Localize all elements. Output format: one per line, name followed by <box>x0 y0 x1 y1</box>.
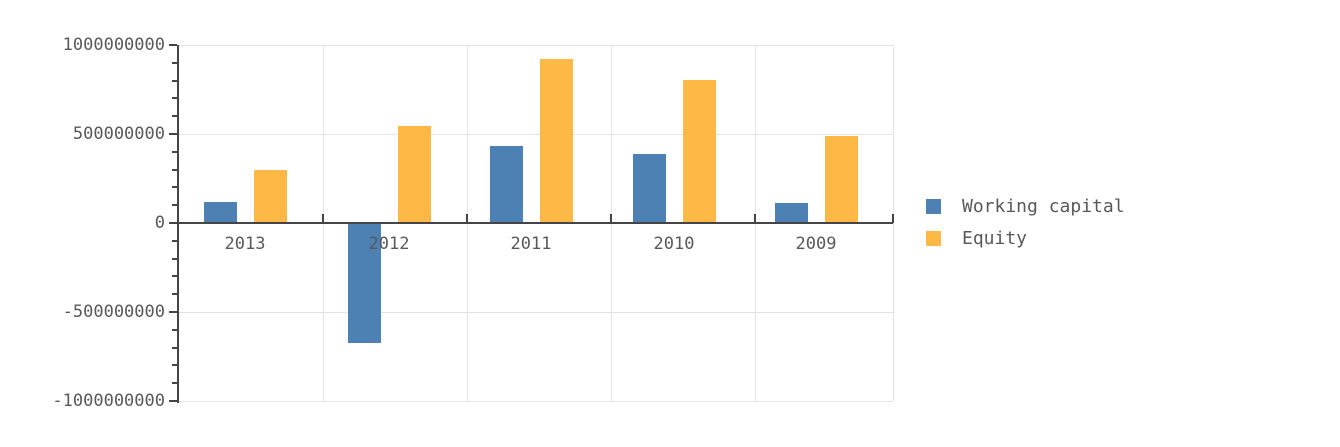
y-minor-tick <box>172 275 177 277</box>
y-major-tick <box>169 222 177 224</box>
y-axis-label: 0 <box>154 213 165 233</box>
legend: Working capital Equity <box>920 186 1133 258</box>
x-axis-label-2012: 2012 <box>368 234 410 254</box>
bar-working-capital-2012 <box>348 224 381 343</box>
legend-swatch-working-capital <box>926 198 941 214</box>
y-axis-label: -500000000 <box>62 302 165 322</box>
legend-item-equity: Equity <box>926 222 1125 254</box>
y-major-tick <box>169 133 177 135</box>
y-minor-tick <box>172 151 177 153</box>
x-axis-label-2013: 2013 <box>224 234 266 254</box>
legend-item-working-capital: Working capital <box>926 190 1125 222</box>
y-minor-tick <box>172 115 177 117</box>
y-major-tick <box>169 400 177 402</box>
y-axis-line <box>177 45 179 403</box>
y-minor-tick <box>172 186 177 188</box>
legend-label-equity: Equity <box>962 227 1028 249</box>
x-boundary-tick <box>892 214 894 223</box>
x-boundary-tick <box>322 214 324 223</box>
x-gridline <box>893 45 894 401</box>
x-axis-label-2009: 2009 <box>795 234 837 254</box>
y-minor-tick <box>172 97 177 99</box>
y-axis-label: 500000000 <box>72 124 165 144</box>
x-axis-label-2011: 2011 <box>510 234 552 254</box>
bar-equity-2011 <box>540 59 573 223</box>
y-axis-label: -1000000000 <box>52 391 165 411</box>
y-minor-tick <box>172 62 177 64</box>
x-boundary-tick <box>610 214 612 223</box>
y-minor-tick <box>172 347 177 349</box>
y-minor-tick <box>172 364 177 366</box>
bar-equity-2012 <box>398 126 431 223</box>
bar-equity-2013 <box>254 170 287 223</box>
y-major-tick <box>169 311 177 313</box>
x-boundary-tick <box>466 214 468 223</box>
y-gridline <box>179 312 893 313</box>
legend-label-working-capital: Working capital <box>962 195 1125 217</box>
x-axis-label-2010: 2010 <box>653 234 695 254</box>
y-minor-tick <box>172 293 177 295</box>
x-axis-line <box>177 222 893 224</box>
y-minor-tick <box>172 258 177 260</box>
bar-working-capital-2013 <box>204 202 237 223</box>
bar-working-capital-2009 <box>775 203 808 223</box>
bar-working-capital-2010 <box>633 154 666 223</box>
y-minor-tick <box>172 80 177 82</box>
y-minor-tick <box>172 169 177 171</box>
y-major-tick <box>169 44 177 46</box>
y-minor-tick <box>172 329 177 331</box>
y-gridline <box>179 134 893 135</box>
bar-equity-2009 <box>825 136 858 223</box>
y-minor-tick <box>172 204 177 206</box>
bar-equity-2010 <box>683 80 716 223</box>
y-gridline <box>179 45 893 46</box>
legend-swatch-equity <box>926 230 941 246</box>
x-boundary-tick <box>754 214 756 223</box>
y-minor-tick <box>172 240 177 242</box>
y-minor-tick <box>172 382 177 384</box>
bar-working-capital-2011 <box>490 146 523 223</box>
y-axis-label: 1000000000 <box>62 35 165 55</box>
y-gridline <box>179 401 893 402</box>
